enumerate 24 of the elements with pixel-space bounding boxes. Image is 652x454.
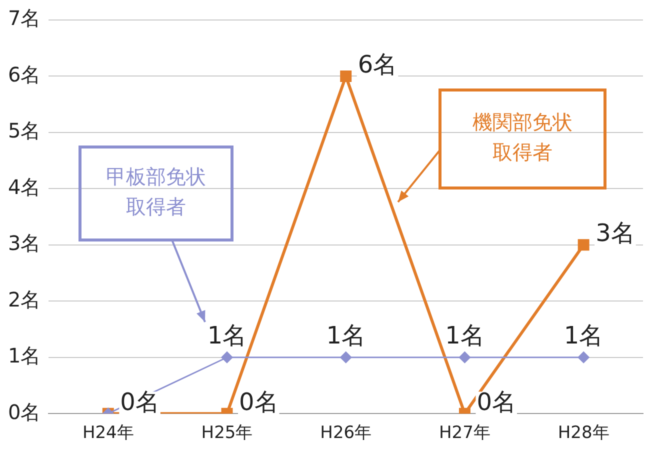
- data-label: 0名: [476, 388, 516, 416]
- y-tick-label: 3名: [8, 231, 41, 256]
- data-label: 1名: [207, 322, 247, 350]
- x-tick-label: H24年: [82, 423, 134, 444]
- y-tick-label: 6名: [8, 62, 41, 86]
- data-label: 0名: [239, 388, 278, 416]
- data-label: 6名: [358, 50, 398, 78]
- text: 甲板部免状取得者: [106, 164, 206, 219]
- data-label: 1名: [445, 322, 484, 350]
- y-tick-label: 5名: [8, 118, 41, 143]
- y-tick-label: 1名: [8, 344, 41, 368]
- x-tick-label: H25年: [201, 423, 253, 444]
- y-tick-label: 4名: [8, 174, 41, 199]
- data-label: 0名: [120, 388, 160, 416]
- data-label: 1名: [326, 322, 366, 350]
- y-tick-label: 7名: [8, 6, 41, 30]
- y-tick-label: 0名: [8, 400, 41, 424]
- data-label: 3名: [596, 219, 635, 248]
- data-label: 1名: [564, 322, 604, 350]
- x-tick-label: H28年: [558, 423, 610, 444]
- text: 機関部免状取得者: [472, 110, 572, 164]
- x-tick-label: H27年: [439, 423, 490, 444]
- y-tick-label: 2名: [8, 287, 41, 312]
- x-tick-label: H26年: [320, 423, 372, 444]
